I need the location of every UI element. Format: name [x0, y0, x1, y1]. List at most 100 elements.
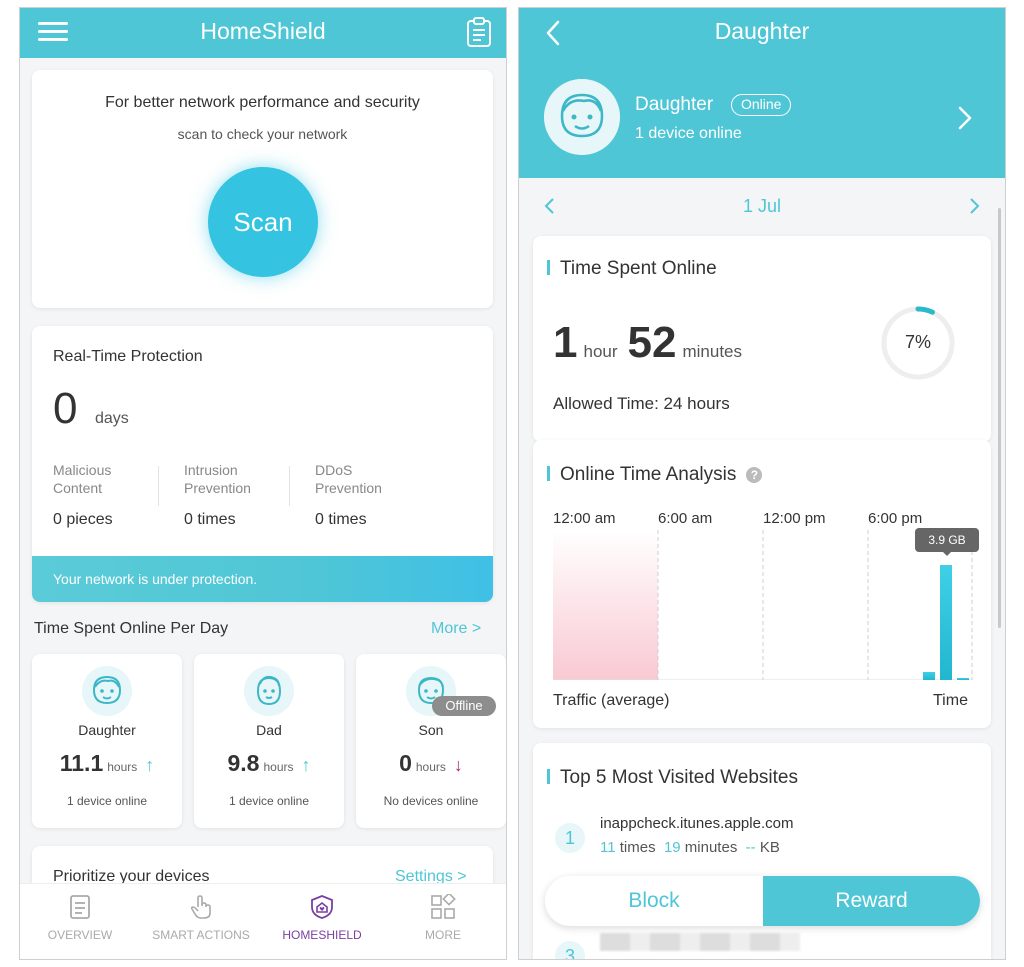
grid-icon — [431, 894, 456, 919]
stat-value: 0 times — [315, 511, 367, 528]
profile-name: Son — [418, 722, 444, 738]
profile-devices: 1 device online — [635, 125, 742, 142]
settings-link[interactable]: Settings > — [395, 868, 467, 885]
time-online-section-title: Time Spent Online Per Day — [34, 620, 229, 637]
avatar — [82, 666, 132, 716]
real-time-protection-card: Real-Time Protection 0 days Malicious Co… — [32, 326, 493, 602]
profile-devices: 1 device online — [228, 794, 310, 808]
stat-label: Malicious — [53, 462, 112, 478]
profile-card-son[interactable]: Offline Son 0 hours ↓ No devices online — [356, 654, 506, 828]
card-title: Time Spent Online — [547, 258, 717, 280]
chevron-left-icon[interactable] — [543, 197, 555, 215]
redacted-url — [600, 933, 800, 951]
menu-icon[interactable] — [38, 22, 68, 42]
allowed-time: Allowed Time: 24 hours — [553, 394, 730, 413]
offline-badge: Offline — [432, 696, 496, 716]
shield-home-icon — [311, 895, 333, 919]
stat-value: 0 times — [184, 511, 236, 528]
axis-label-traffic: Traffic (average) — [553, 692, 670, 709]
website-rank: 3 — [555, 941, 585, 959]
document-icon — [70, 895, 90, 919]
arrow-up-icon: ↑ — [145, 755, 155, 775]
tab-homeshield[interactable]: HOMESHIELD — [262, 894, 382, 942]
block-button[interactable]: Block — [628, 889, 680, 912]
time-label: 6:00 am — [658, 510, 713, 527]
website-meta: 11 times 19 minutes -- KB — [600, 839, 780, 856]
chevron-right-icon[interactable] — [956, 104, 974, 132]
more-link[interactable]: More > — [431, 620, 482, 637]
avatar — [544, 79, 620, 155]
card-title: Online Time Analysis? — [547, 464, 763, 486]
traffic-tooltip: 3.9 GB — [915, 528, 979, 556]
scan-headline: For better network performance and secur… — [105, 94, 420, 111]
profile-hours: 11.1 hours ↑ — [59, 750, 155, 776]
homeshield-screen: HomeShield For better network performanc… — [19, 7, 507, 960]
help-icon[interactable]: ? — [746, 467, 763, 483]
traffic-bar — [923, 672, 935, 680]
stat-ddos-prevention: DDoS Prevention 0 times — [315, 461, 445, 529]
app-title: HomeShield — [200, 18, 326, 44]
protection-days-unit: days — [95, 410, 129, 427]
profile-hours: 9.8 hours ↑ — [227, 750, 311, 776]
usage-ring — [881, 306, 955, 380]
app-header: HomeShield — [20, 8, 506, 58]
status-badge: Online — [731, 94, 792, 116]
restricted-period — [553, 530, 658, 680]
stat-label: Prevention — [315, 480, 382, 496]
profile-header: Daughter Daughter Online 1 device online — [519, 8, 1005, 178]
divider — [158, 466, 159, 506]
clipboard-icon[interactable] — [466, 17, 492, 47]
profile-name: Daughter — [78, 722, 136, 738]
stat-value: 0 pieces — [53, 511, 113, 528]
action-bar: Block Reward — [545, 876, 980, 926]
time-spent-online-card: Time Spent Online 1 hour 52 minutes 7% Allo… — [533, 236, 991, 442]
current-date: 1 Jul — [742, 196, 782, 216]
profile-name: Daughter — [635, 94, 714, 115]
reward-button[interactable]: Reward — [763, 876, 980, 926]
time-label: 12:00 pm — [763, 510, 826, 527]
traffic-bar — [940, 565, 952, 680]
stat-label: Content — [53, 480, 103, 496]
profile-detail-screen: Daughter Daughter Online 1 device online… — [518, 7, 1006, 960]
back-icon[interactable] — [543, 18, 563, 48]
profile-card-dad[interactable]: Dad 9.8 hours ↑ 1 device online — [194, 654, 344, 828]
scan-subline: scan to check your network — [177, 126, 348, 142]
time-label: 6:00 pm — [868, 510, 923, 527]
traffic-chart — [553, 530, 973, 680]
axis-label-time: Time — [933, 692, 968, 709]
stat-intrusion-prevention: Intrusion Prevention 0 times — [184, 461, 314, 529]
stat-malicious-content: Malicious Content 0 pieces — [53, 461, 183, 529]
hand-pointer-icon — [190, 895, 211, 919]
stat-label: Prevention — [184, 480, 251, 496]
protection-banner: Your network is under protection. — [32, 556, 493, 602]
stat-label: DDoS — [315, 462, 353, 478]
profile-card-daughter[interactable]: Daughter 11.1 hours ↑ 1 device online — [32, 654, 182, 828]
arrow-down-icon: ↓ — [453, 755, 463, 775]
scrollbar[interactable] — [998, 208, 1001, 628]
website-url: inappcheck.itunes.apple.com — [600, 815, 794, 832]
chevron-right-icon[interactable] — [969, 197, 981, 215]
divider — [289, 466, 290, 506]
tab-more[interactable]: MORE — [383, 894, 503, 942]
prioritize-title: Prioritize your devices — [53, 868, 210, 885]
top-websites-card: Top 5 Most Visited Websites 1 inappcheck… — [533, 743, 991, 959]
time-label: 12:00 am — [553, 510, 616, 527]
tab-overview[interactable]: OVERVIEW — [20, 894, 140, 942]
page-title: Daughter — [714, 18, 810, 44]
traffic-bar — [957, 678, 969, 680]
profile-hours: 0 hours ↓ — [399, 750, 463, 776]
profile-devices: 1 device online — [66, 794, 148, 808]
bottom-tab-bar: OVERVIEW SMART ACTIONS HOMESHIELD MORE — [20, 883, 506, 959]
protection-days-value: 0 — [53, 384, 78, 433]
stat-label: Intrusion — [184, 462, 238, 478]
card-title: Top 5 Most Visited Websites — [547, 767, 798, 789]
protection-title: Real-Time Protection — [53, 348, 203, 365]
usage-percent: 7% — [904, 332, 931, 352]
online-time-analysis-card: Online Time Analysis? 12:00 am 6:00 am 1… — [533, 440, 991, 728]
avatar — [244, 666, 294, 716]
arrow-up-icon: ↑ — [301, 755, 311, 775]
tab-smart-actions[interactable]: SMART ACTIONS — [141, 894, 261, 942]
time-spent-value: 1 hour 52 minutes — [553, 318, 742, 367]
scan-button[interactable]: Scan — [208, 167, 318, 277]
profile-name: Dad — [256, 722, 282, 738]
